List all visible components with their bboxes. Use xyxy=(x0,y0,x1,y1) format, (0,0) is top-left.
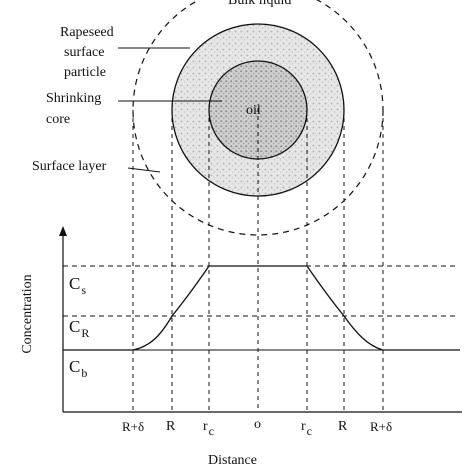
xtick-rc-right-symbol: r xyxy=(301,419,306,434)
label-oil: oil xyxy=(246,103,261,118)
xtick-outer-right: R+δ xyxy=(370,419,393,434)
label-bulk-liquid: Bulk liquid xyxy=(228,0,292,8)
label-surface-layer: Surface layer xyxy=(32,159,107,174)
xtick-center: o xyxy=(254,417,261,432)
level-cb-sub: b xyxy=(81,366,88,380)
x-axis-label: Distance xyxy=(208,453,257,468)
level-cs: Cs xyxy=(69,274,86,297)
level-cr-sub: R xyxy=(81,326,90,340)
level-cr-symbol: C xyxy=(69,317,81,336)
xtick-outer-left: R+δ xyxy=(122,419,145,434)
level-cb-symbol: C xyxy=(69,357,81,376)
concentration-profile xyxy=(63,265,460,351)
xtick-rc-left-sub: c xyxy=(208,424,214,438)
label-rapeseed-1: Rapeseed xyxy=(60,25,114,40)
y-axis-label: Concentration xyxy=(20,274,35,354)
label-rapeseed-3: particle xyxy=(64,65,106,80)
label-shrinking-1: Shrinking xyxy=(46,91,102,106)
xtick-rc-right-sub: c xyxy=(306,424,312,438)
label-rapeseed-2: surface xyxy=(64,45,105,60)
xtick-r-right: R xyxy=(338,419,348,434)
axes xyxy=(59,226,462,413)
xtick-rc-right: rc xyxy=(301,419,312,438)
label-shrinking-2: core xyxy=(46,112,71,127)
xtick-rc-left-symbol: r xyxy=(203,419,208,434)
level-guides xyxy=(63,265,455,317)
xtick-rc-left: rc xyxy=(203,419,214,438)
vertical-guides xyxy=(132,108,384,412)
y-axis-arrow xyxy=(59,226,67,236)
level-cr: CR xyxy=(69,317,89,340)
level-cs-sub: s xyxy=(81,283,87,297)
level-cb: Cb xyxy=(69,357,87,380)
level-cs-symbol: C xyxy=(69,274,81,293)
xtick-r-left: R xyxy=(166,419,176,434)
